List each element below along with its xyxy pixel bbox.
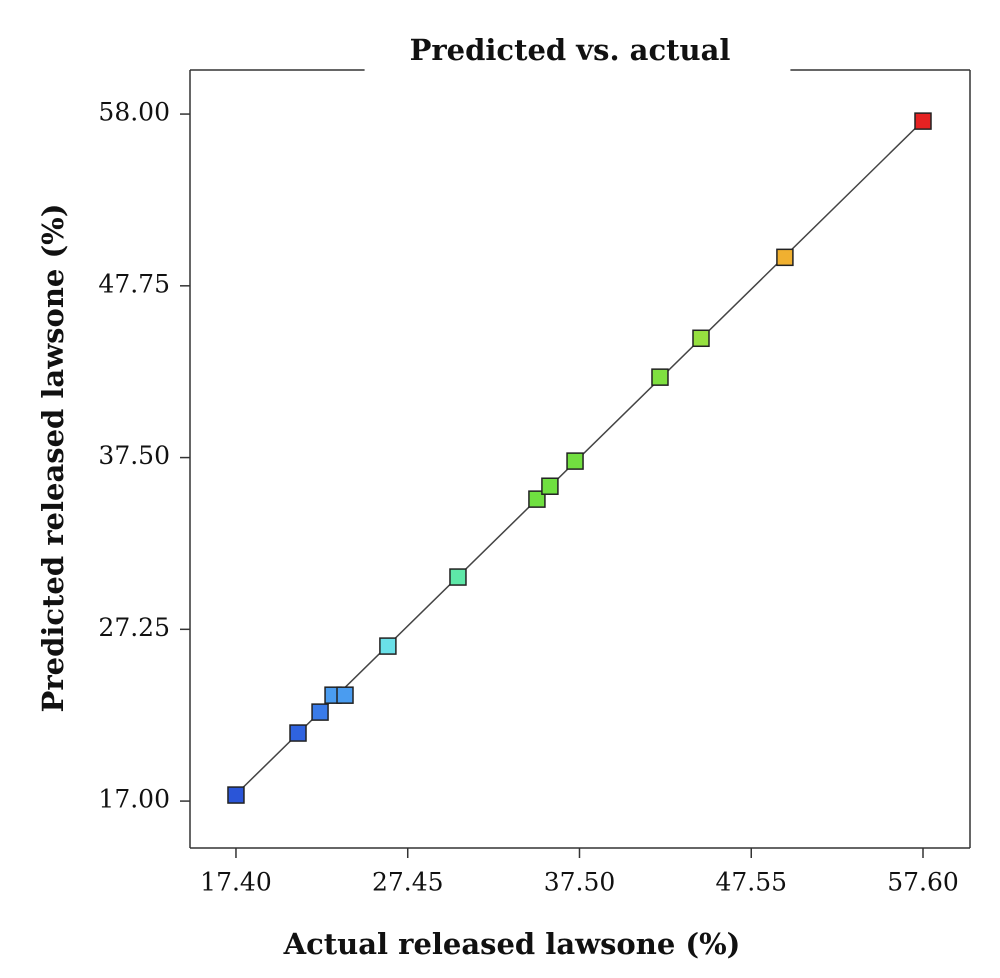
chart-title: Predicted vs. actual [410, 33, 731, 67]
point [449, 568, 467, 586]
y-tick-label: 17.00 [98, 785, 170, 814]
x-axis-label: Actual released lawsone (%) [283, 927, 741, 961]
point [379, 637, 397, 655]
y-tick-label: 27.25 [98, 613, 170, 642]
point [528, 490, 546, 508]
y-tick-label: 37.50 [98, 441, 170, 470]
x-tick-label: 37.50 [544, 868, 616, 897]
point [541, 477, 559, 495]
point [289, 724, 307, 742]
point [566, 452, 584, 470]
point [311, 703, 329, 721]
point [692, 329, 710, 348]
point [914, 112, 932, 130]
point [336, 686, 354, 704]
y-axis-label: Predicted released lawsone (%) [36, 204, 70, 713]
x-tick-label: 17.40 [200, 868, 272, 897]
x-tick-label: 27.45 [372, 868, 444, 897]
y-tick-label: 47.75 [98, 269, 170, 298]
point [651, 368, 669, 386]
y-tick-label: 58.00 [98, 98, 170, 127]
point [227, 786, 245, 804]
x-tick-label: 57.60 [887, 868, 959, 897]
x-tick-label: 47.55 [715, 868, 787, 897]
point [776, 248, 794, 267]
